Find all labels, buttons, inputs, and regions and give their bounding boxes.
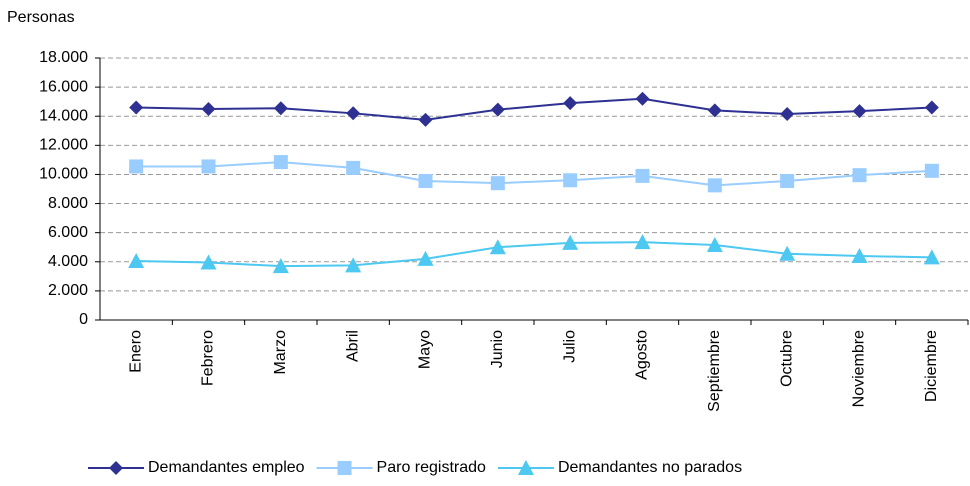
y-tick-label: 10.000	[39, 166, 88, 183]
data-point	[924, 163, 939, 178]
data-point	[563, 173, 578, 188]
data-point	[707, 178, 722, 193]
series-line	[136, 161, 932, 187]
data-point	[128, 253, 145, 269]
x-tick-label: Septiembre	[706, 330, 723, 412]
legend-marker	[109, 461, 123, 475]
data-point	[200, 254, 217, 270]
data-point	[563, 96, 578, 111]
y-tick-label: 12.000	[39, 137, 88, 154]
legend-marker	[517, 460, 534, 475]
data-point	[490, 176, 505, 191]
data-point	[851, 247, 868, 263]
data-point	[924, 100, 939, 115]
y-tick-label: 0	[79, 311, 88, 328]
data-point	[345, 257, 362, 273]
x-tick-label: Julio	[561, 330, 578, 363]
data-point	[129, 159, 144, 174]
x-tick-label: Junio	[489, 330, 506, 368]
data-point	[635, 91, 650, 106]
data-point	[852, 168, 867, 183]
y-tick-label: 18.000	[39, 49, 88, 66]
data-point	[852, 104, 867, 119]
data-point	[273, 155, 288, 170]
x-tick-label: Diciembre	[923, 330, 940, 402]
series-line	[136, 97, 932, 121]
data-point	[489, 239, 506, 255]
data-point	[418, 173, 433, 188]
x-tick-label: Marzo	[272, 330, 289, 375]
data-point	[346, 160, 361, 175]
y-tick-label: 2.000	[48, 282, 88, 299]
data-point	[201, 159, 216, 174]
legend: Demandantes empleo Paro registrado Demanda…	[88, 459, 742, 476]
data-point	[779, 245, 796, 261]
data-point	[635, 168, 650, 183]
legend-label: Demandantes no parados	[558, 459, 742, 476]
x-tick-label: Enero	[127, 330, 144, 373]
x-tick-label: Febrero	[200, 330, 217, 386]
data-point	[780, 107, 795, 122]
data-point	[707, 103, 722, 118]
x-tick-label: Octubre	[778, 330, 795, 387]
series-line	[136, 241, 932, 268]
y-tick-label: 8.000	[48, 195, 88, 212]
x-tick-label: Noviembre	[851, 330, 868, 407]
data-point	[490, 102, 505, 117]
y-tick-label: 4.000	[48, 253, 88, 270]
data-point	[273, 101, 288, 116]
y-tick-label: 14.000	[39, 107, 88, 124]
x-tick-label: Mayo	[417, 330, 434, 369]
legend-marker	[337, 461, 352, 475]
y-axis-label: Personas	[7, 9, 75, 26]
data-point	[272, 258, 289, 274]
data-point	[634, 234, 651, 250]
legend-label: Demandantes empleo	[148, 459, 305, 476]
data-point	[562, 234, 579, 250]
data-point	[780, 173, 795, 188]
data-point	[129, 100, 144, 115]
y-tick-label: 16.000	[39, 78, 88, 95]
x-tick-label: Abril	[344, 330, 361, 362]
data-point	[418, 112, 433, 127]
data-point	[923, 249, 940, 265]
data-point	[417, 250, 434, 266]
data-point	[706, 237, 723, 253]
data-point	[346, 106, 361, 121]
legend-label: Paro registrado	[377, 459, 486, 476]
y-tick-label: 6.000	[48, 224, 88, 241]
x-tick-label: Agosto	[634, 330, 651, 380]
data-point	[201, 101, 216, 116]
